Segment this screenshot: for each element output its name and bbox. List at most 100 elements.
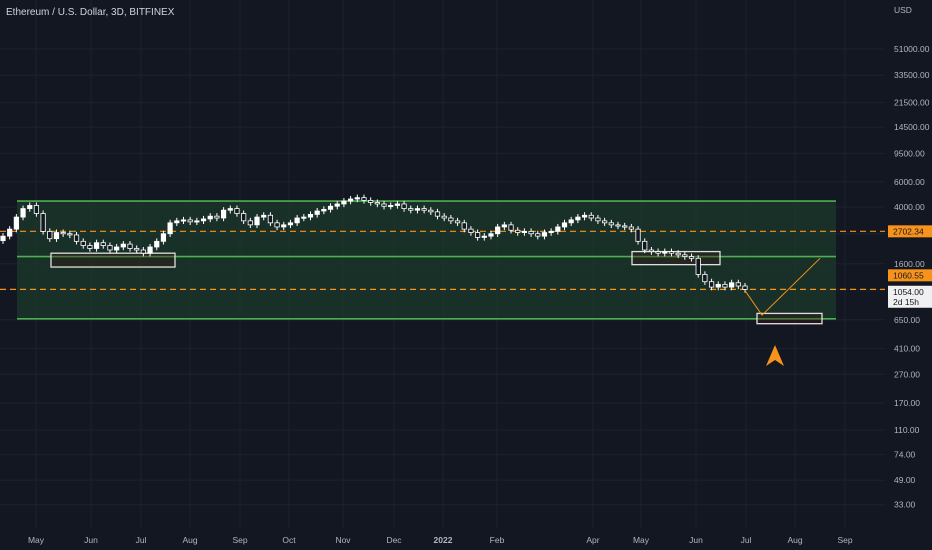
- candle[interactable]: [555, 223, 561, 235]
- candle[interactable]: [441, 213, 447, 222]
- time-tick-label[interactable]: Aug: [787, 535, 802, 545]
- candle[interactable]: [261, 212, 267, 221]
- candle[interactable]: [341, 198, 347, 208]
- time-tick-label[interactable]: Aug: [182, 535, 197, 545]
- candle[interactable]: [461, 219, 467, 233]
- candle[interactable]: [274, 219, 280, 231]
- price-tick-label[interactable]: 51000.00: [894, 44, 930, 54]
- candle[interactable]: [187, 216, 193, 226]
- support-box-1[interactable]: [50, 252, 176, 268]
- symbol-title[interactable]: Ethereum / U.S. Dollar, 3D, BITFINEX: [6, 7, 175, 18]
- candle[interactable]: [602, 217, 608, 227]
- time-tick-label[interactable]: May: [633, 535, 650, 545]
- candle[interactable]: [648, 246, 655, 255]
- candle[interactable]: [180, 216, 187, 225]
- candle[interactable]: [254, 214, 260, 229]
- time-tick-label[interactable]: Jul: [741, 535, 752, 545]
- candle[interactable]: [454, 217, 461, 227]
- time-tick-label[interactable]: Jul: [136, 535, 147, 545]
- time-tick-label[interactable]: 2022: [434, 535, 453, 545]
- time-tick-label[interactable]: Jun: [689, 535, 703, 545]
- target-box[interactable]: [756, 312, 823, 325]
- candle[interactable]: [321, 206, 327, 215]
- candle[interactable]: [267, 212, 273, 227]
- candle[interactable]: [595, 214, 601, 225]
- candle[interactable]: [154, 238, 160, 251]
- candle[interactable]: [247, 217, 253, 229]
- time-tick-label[interactable]: Feb: [490, 535, 505, 545]
- candle[interactable]: [515, 227, 521, 236]
- price-tick-label[interactable]: 9500.00: [894, 148, 925, 158]
- candle[interactable]: [561, 219, 568, 231]
- candle[interactable]: [548, 228, 554, 236]
- candle[interactable]: [354, 194, 360, 203]
- price-tick-label[interactable]: 14500.00: [894, 122, 930, 132]
- candle[interactable]: [488, 230, 494, 240]
- candle[interactable]: [421, 205, 427, 214]
- candle[interactable]: [100, 239, 106, 249]
- candle[interactable]: [194, 217, 200, 226]
- time-tick-label[interactable]: Apr: [586, 535, 599, 545]
- candle[interactable]: [374, 199, 380, 208]
- candle[interactable]: [682, 251, 688, 260]
- candle[interactable]: [608, 219, 614, 229]
- candle[interactable]: [301, 214, 307, 222]
- candle[interactable]: [715, 281, 721, 291]
- candle[interactable]: [368, 197, 374, 206]
- candle[interactable]: [207, 213, 213, 223]
- candle[interactable]: [327, 203, 334, 213]
- time-tick-label[interactable]: May: [28, 535, 45, 545]
- candle[interactable]: [40, 210, 46, 235]
- price-axis[interactable]: USD 51000.00 33500.00 21500.00 14500.00 9500.…: [894, 5, 930, 510]
- price-tick-label[interactable]: 33.00: [894, 500, 916, 510]
- candle[interactable]: [722, 281, 728, 291]
- candle[interactable]: [622, 222, 628, 231]
- candle[interactable]: [281, 221, 287, 231]
- candle[interactable]: [47, 228, 53, 242]
- candle[interactable]: [401, 200, 407, 212]
- candle[interactable]: [708, 278, 715, 291]
- candle[interactable]: [234, 205, 240, 217]
- candle[interactable]: [655, 248, 661, 257]
- candle[interactable]: [134, 245, 140, 254]
- candle[interactable]: [287, 219, 294, 229]
- candle[interactable]: [468, 226, 474, 236]
- candle[interactable]: [20, 205, 26, 221]
- candle[interactable]: [214, 213, 220, 222]
- candle[interactable]: [729, 279, 735, 291]
- candle[interactable]: [568, 216, 574, 227]
- candle[interactable]: [495, 223, 501, 237]
- time-tick-label[interactable]: Dec: [386, 535, 402, 545]
- candle[interactable]: [73, 231, 80, 245]
- candle[interactable]: [361, 194, 367, 204]
- candle[interactable]: [475, 229, 481, 241]
- candle[interactable]: [675, 250, 681, 259]
- candle[interactable]: [394, 200, 400, 209]
- candle[interactable]: [388, 202, 394, 210]
- candle[interactable]: [528, 228, 534, 237]
- candle[interactable]: [27, 202, 33, 212]
- price-tick-label[interactable]: 270.00: [894, 369, 920, 379]
- time-tick-label[interactable]: Oct: [282, 535, 296, 545]
- candle[interactable]: [628, 223, 634, 233]
- candle[interactable]: [334, 200, 340, 210]
- candle[interactable]: [114, 243, 120, 254]
- candle[interactable]: [521, 228, 528, 236]
- candle[interactable]: [67, 230, 73, 239]
- candle[interactable]: [227, 205, 233, 214]
- candle[interactable]: [160, 230, 167, 245]
- candle[interactable]: [508, 221, 514, 234]
- candle[interactable]: [60, 229, 66, 237]
- candle[interactable]: [575, 214, 581, 224]
- candle[interactable]: [107, 242, 113, 254]
- candle[interactable]: [220, 207, 227, 222]
- price-tick-label[interactable]: 33500.00: [894, 70, 930, 80]
- time-tick-label[interactable]: Nov: [335, 535, 351, 545]
- candle[interactable]: [53, 229, 60, 242]
- candle[interactable]: [408, 205, 414, 214]
- candle[interactable]: [501, 221, 507, 231]
- candle[interactable]: [120, 241, 126, 251]
- candles[interactable]: [0, 194, 748, 293]
- candle[interactable]: [93, 239, 100, 252]
- candle[interactable]: [294, 214, 300, 227]
